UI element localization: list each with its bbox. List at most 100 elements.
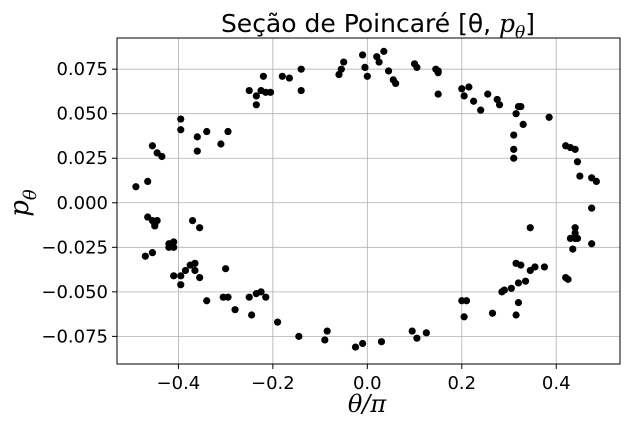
data-point: [153, 216, 161, 225]
data-point: [477, 106, 485, 114]
data-point: [462, 297, 471, 305]
x-tick-label: −0.2: [251, 373, 295, 394]
data-point: [521, 277, 530, 285]
data-point: [231, 306, 239, 314]
data-point: [460, 92, 468, 100]
y-tick-label: 0.025: [56, 148, 108, 169]
x-tick-label: 0.2: [447, 373, 476, 394]
data-point: [181, 266, 190, 275]
data-point: [562, 274, 570, 282]
data-point: [531, 263, 539, 271]
data-point: [252, 101, 260, 109]
data-point: [132, 183, 140, 191]
data-point: [510, 145, 518, 153]
data-point: [510, 131, 518, 139]
data-point: [540, 263, 549, 271]
data-point: [434, 90, 442, 98]
data-point: [196, 274, 204, 282]
y-tick-label: 0.000: [56, 193, 108, 214]
data-point: [165, 243, 173, 251]
data-point: [297, 65, 305, 73]
data-point: [323, 327, 331, 335]
data-point: [144, 213, 152, 221]
data-point: [217, 140, 225, 148]
data-point: [188, 216, 197, 225]
data-point: [413, 334, 421, 342]
data-point: [245, 293, 253, 301]
data-point: [571, 224, 579, 232]
data-point: [484, 90, 492, 98]
x-tick-label: 0.0: [353, 373, 382, 394]
data-point: [592, 177, 600, 186]
data-point: [434, 67, 442, 75]
data-point: [148, 142, 157, 150]
data-point: [566, 234, 575, 243]
data-point: [460, 313, 468, 321]
data-point: [588, 240, 596, 248]
data-point: [517, 261, 525, 269]
y-axis-label: pθ: [5, 189, 41, 217]
data-point: [493, 95, 501, 104]
y-tick-label: −0.025: [41, 237, 108, 258]
data-point: [224, 127, 232, 136]
x-tick-label: −0.4: [157, 373, 201, 394]
data-point: [170, 272, 178, 280]
data-point: [177, 126, 185, 134]
data-point: [408, 327, 416, 335]
data-point: [335, 70, 343, 79]
data-point: [361, 63, 369, 71]
y-tick-label: 0.075: [56, 59, 108, 80]
data-point: [566, 143, 575, 152]
data-point: [569, 245, 577, 253]
data-point: [512, 311, 520, 319]
data-point: [186, 261, 194, 269]
data-point: [465, 83, 473, 91]
data-point: [177, 115, 185, 123]
y-tick-label: 0.050: [56, 104, 108, 125]
data-point: [252, 92, 260, 100]
data-point: [273, 318, 282, 326]
data-point: [545, 113, 553, 121]
data-point: [351, 343, 360, 351]
data-point: [177, 272, 185, 280]
data-point: [375, 58, 383, 66]
data-point: [526, 224, 534, 232]
chart-title: Seção de Poincaré [θ, pθ]: [221, 9, 535, 43]
y-tick-label: −0.050: [41, 282, 108, 303]
data-point: [193, 147, 201, 155]
data-point: [519, 120, 527, 128]
data-point: [514, 279, 523, 287]
data-point: [248, 311, 256, 319]
data-point: [422, 329, 430, 337]
y-axis-ticks: −0.075 −0.050 −0.025 0.000 0.025 0.050 0.075: [41, 59, 117, 347]
data-point: [392, 79, 400, 88]
data-point: [377, 338, 386, 346]
data-point: [469, 97, 478, 105]
data-point: [358, 51, 367, 59]
data-point: [193, 133, 201, 141]
data-point: [321, 336, 329, 344]
data-point: [259, 72, 268, 80]
data-point: [384, 67, 393, 75]
data-point: [297, 86, 305, 95]
grid-lines: [117, 38, 620, 364]
data-point: [245, 86, 253, 95]
data-point: [196, 224, 204, 232]
data-point: [573, 158, 582, 166]
data-point: [500, 286, 508, 294]
data-point: [257, 288, 265, 296]
data-point: [514, 298, 523, 307]
data-point: [278, 72, 286, 80]
data-point: [512, 110, 520, 118]
data-point: [191, 266, 199, 275]
data-point: [203, 297, 211, 305]
data-point: [148, 249, 157, 257]
data-point: [170, 238, 178, 246]
plot-frame: [116, 37, 621, 365]
data-point: [257, 86, 265, 95]
data-point: [514, 102, 523, 111]
data-point: [458, 85, 466, 93]
data-point: [144, 177, 152, 186]
data-point: [203, 127, 211, 136]
